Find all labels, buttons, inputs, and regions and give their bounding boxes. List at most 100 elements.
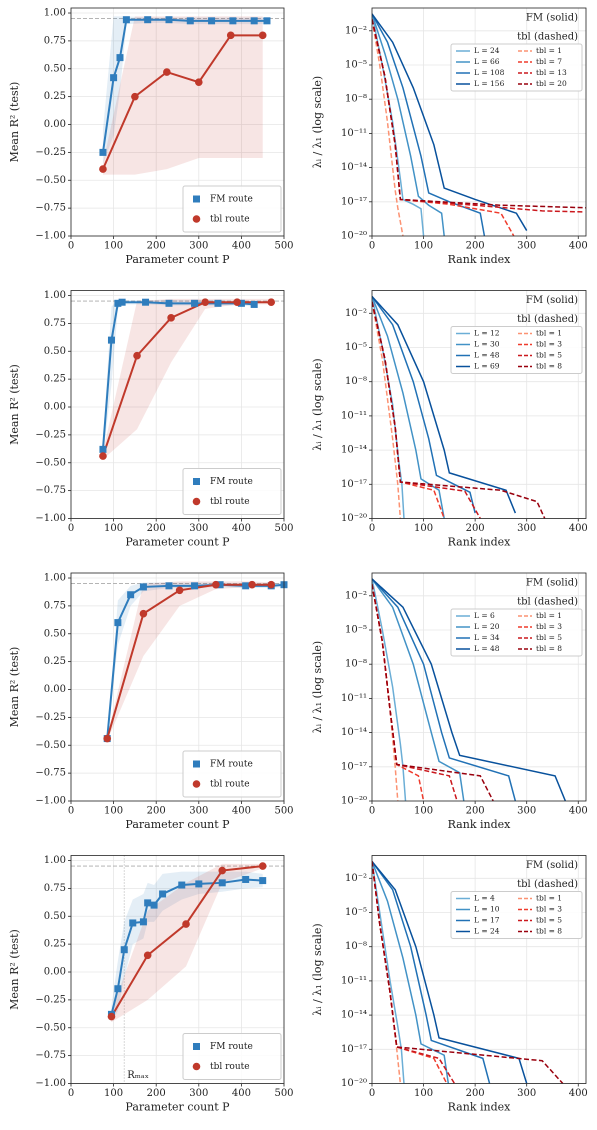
y-tick-label: −0.50 bbox=[35, 740, 66, 751]
marker bbox=[182, 920, 190, 928]
y-tick-label: 0.25 bbox=[44, 656, 66, 667]
annotation: FM (solid) bbox=[526, 860, 578, 871]
legend-label: L = 24 bbox=[474, 927, 500, 936]
legend-box bbox=[182, 185, 282, 233]
marker bbox=[233, 298, 241, 307]
legend-label: tbl = 3 bbox=[536, 340, 562, 349]
marker bbox=[195, 880, 203, 888]
legend-label: L = 6 bbox=[474, 611, 495, 620]
legend-marker bbox=[193, 478, 200, 485]
legend-marker bbox=[193, 1043, 200, 1050]
series-line bbox=[372, 301, 402, 519]
legend-label: tbl = 7 bbox=[536, 57, 562, 66]
y-tick-label: −0.75 bbox=[35, 485, 66, 496]
annotation: tbl (dashed) bbox=[517, 32, 578, 43]
y-tick-label: 10⁻² bbox=[345, 873, 367, 884]
legend-box bbox=[182, 468, 282, 515]
marker bbox=[114, 985, 122, 993]
x-axis-label: Rank index bbox=[448, 253, 511, 266]
y-tick-label: −0.25 bbox=[35, 147, 66, 158]
legend-label: L = 12 bbox=[474, 329, 500, 338]
y-tick-label: 10⁻¹¹ bbox=[341, 128, 367, 139]
marker bbox=[218, 866, 227, 875]
y-tick-label: 0.25 bbox=[44, 91, 66, 102]
y-axis-label: Mean R² (test) bbox=[8, 82, 21, 163]
marker bbox=[114, 619, 122, 627]
x-axis-label: Parameter count P bbox=[125, 536, 230, 549]
x-tick-label: 0 bbox=[68, 1088, 74, 1099]
legend-box bbox=[450, 891, 583, 939]
x-tick-label: 400 bbox=[569, 241, 588, 252]
x-tick-label: 100 bbox=[104, 806, 123, 817]
marker bbox=[167, 314, 175, 322]
legend-label: L = 20 bbox=[474, 622, 500, 631]
legend-marker bbox=[193, 195, 200, 203]
x-tick-label: 500 bbox=[274, 241, 293, 252]
legend-label: tbl route bbox=[210, 497, 250, 507]
y-tick-label: −0.50 bbox=[35, 457, 66, 468]
y-tick-label: 10⁻²⁰ bbox=[341, 513, 367, 524]
legend-label: L = 108 bbox=[474, 68, 505, 77]
series-line bbox=[372, 13, 425, 236]
y-tick-label: 10⁻¹¹ bbox=[341, 410, 367, 421]
legend-label: tbl = 8 bbox=[536, 644, 562, 653]
legend-marker bbox=[193, 760, 200, 768]
y-tick-label: 10⁻¹¹ bbox=[341, 693, 367, 704]
series-line bbox=[102, 34, 263, 170]
series-line bbox=[372, 296, 445, 519]
x-tick-label: 100 bbox=[104, 523, 123, 534]
legend-box bbox=[450, 326, 583, 374]
legend-label: L = 30 bbox=[474, 340, 500, 349]
marker bbox=[110, 74, 118, 82]
x-tick-label: 400 bbox=[232, 241, 251, 252]
y-tick-label: 10⁻¹⁴ bbox=[341, 162, 367, 173]
plot-area bbox=[71, 16, 284, 175]
marker bbox=[165, 299, 173, 307]
legend-box bbox=[182, 1033, 282, 1080]
legend-marker bbox=[192, 215, 201, 223]
legend-label: L = 24 bbox=[474, 46, 500, 55]
x-tick-label: 300 bbox=[517, 241, 536, 252]
y-tick-label: 0.75 bbox=[44, 318, 66, 329]
x-tick-label: 300 bbox=[189, 1088, 208, 1099]
x-tick-label: 300 bbox=[517, 523, 536, 534]
series-line bbox=[372, 584, 494, 801]
marker bbox=[263, 17, 271, 25]
y-tick-label: −0.25 bbox=[35, 429, 66, 440]
y-tick-label: 10⁻¹¹ bbox=[341, 975, 367, 986]
marker bbox=[229, 17, 237, 25]
legend-label: L = 69 bbox=[474, 362, 500, 371]
confidence-band bbox=[102, 16, 267, 164]
x-tick-label: 0 bbox=[369, 1088, 375, 1099]
legend-label: L = 48 bbox=[474, 644, 500, 653]
legend-label: L = 34 bbox=[474, 633, 500, 642]
confidence-band bbox=[111, 871, 263, 1023]
x-tick-label: 300 bbox=[517, 806, 536, 817]
marker bbox=[120, 946, 128, 954]
axes-frame bbox=[70, 290, 285, 519]
panel: 0 100 200 300 400 500 −1.00 −0.75 −0.50 −0.25 0.00… bbox=[8, 290, 294, 548]
marker bbox=[144, 899, 152, 907]
legend-marker bbox=[192, 780, 201, 788]
marker bbox=[139, 918, 147, 926]
marker bbox=[114, 299, 122, 307]
y-tick-label: 10⁻⁸ bbox=[345, 376, 367, 387]
y-tick-label: 10⁻¹⁷ bbox=[341, 479, 367, 490]
marker bbox=[143, 951, 152, 960]
legend-label: tbl = 1 bbox=[536, 611, 562, 620]
x-tick-label: 200 bbox=[466, 523, 485, 534]
marker bbox=[118, 298, 126, 306]
x-tick-label: 0 bbox=[369, 806, 375, 817]
y-tick-label: −1.00 bbox=[35, 1078, 66, 1089]
x-tick-label: 0 bbox=[369, 241, 375, 252]
x-tick-label: 400 bbox=[569, 806, 588, 817]
confidence-band bbox=[102, 16, 263, 175]
marker bbox=[208, 17, 216, 25]
marker bbox=[201, 298, 209, 307]
axes-frame bbox=[371, 855, 587, 1084]
legend-label: L = 156 bbox=[474, 79, 505, 88]
panel: 0 100 200 300 400 10⁻² 10⁻⁵ 10⁻⁸ 10⁻¹¹ 10⁻¹⁴ 10⁻¹⁷… bbox=[311, 290, 588, 549]
y-axis-label: Mean R² (test) bbox=[8, 364, 21, 445]
y-axis-label: Mean R² (test) bbox=[8, 929, 21, 1010]
